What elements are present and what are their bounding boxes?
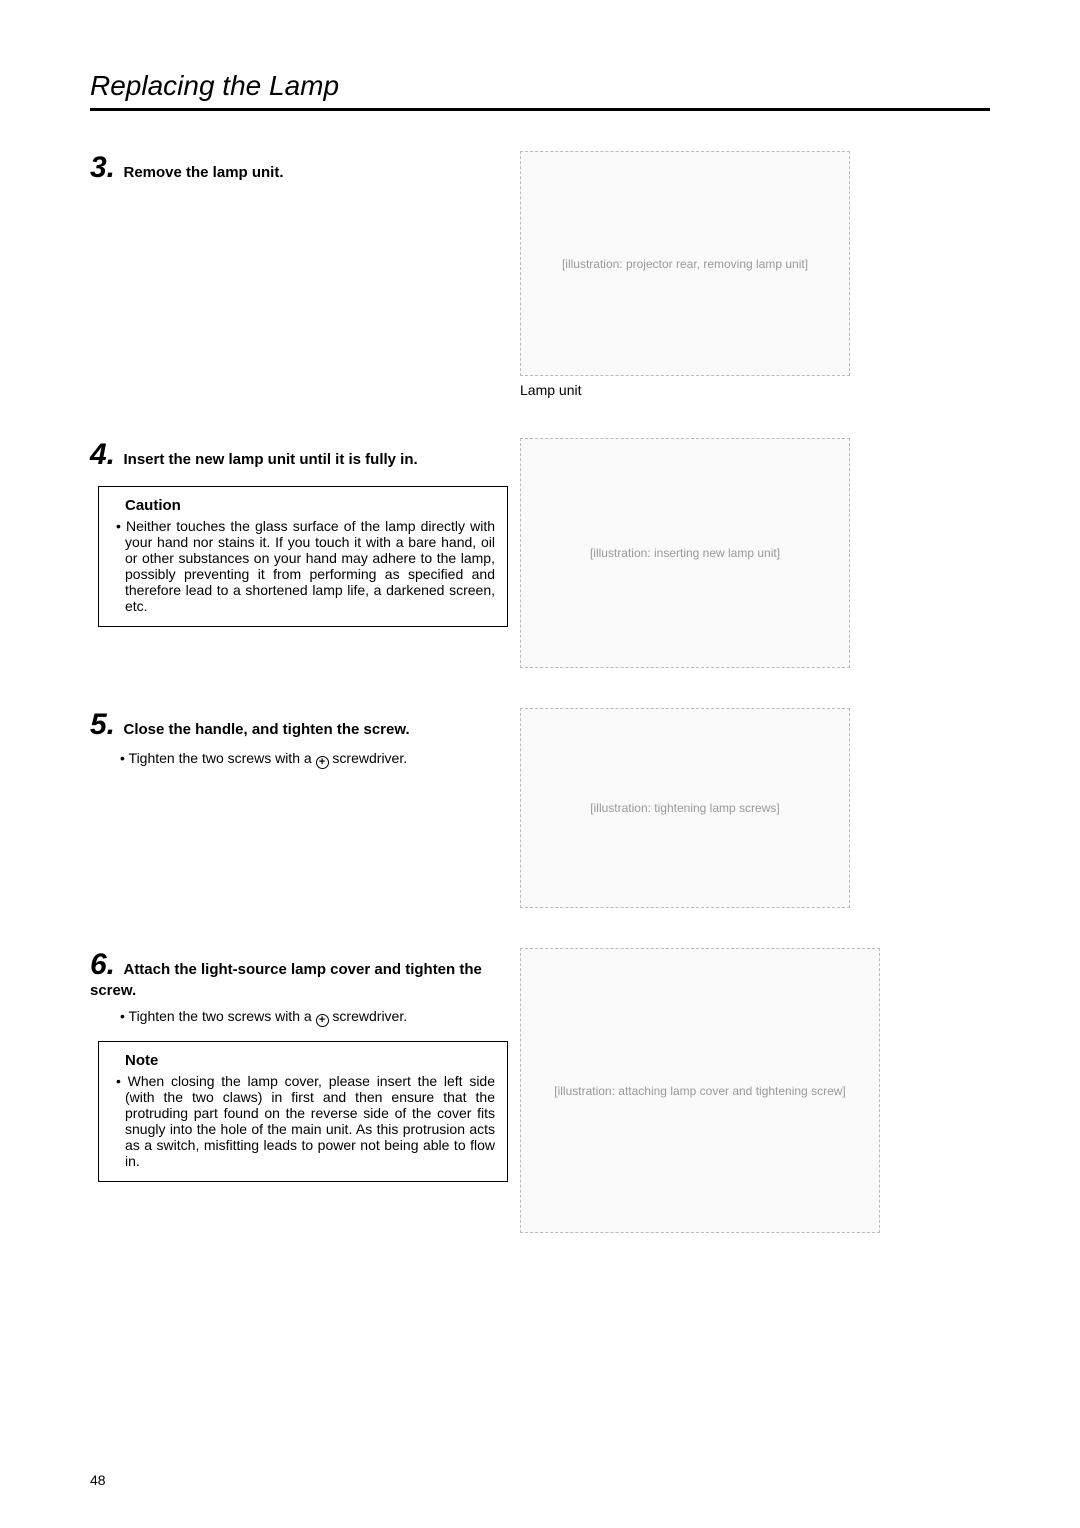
step-6-title: Attach the light-source lamp cover and t… bbox=[90, 961, 482, 999]
step-5: 5. Close the handle, and tighten the scr… bbox=[90, 708, 990, 908]
step-5-sub-suffix: screwdriver. bbox=[329, 750, 408, 766]
step-6-number: 6. bbox=[90, 948, 115, 982]
phillips-icon: + bbox=[316, 1014, 329, 1027]
step-6-subtext: • Tighten the two screws with a + screwd… bbox=[120, 1008, 490, 1027]
step-5-illustration: [illustration: tightening lamp screws] bbox=[520, 708, 850, 908]
step-5-subtext: • Tighten the two screws with a + screwd… bbox=[120, 750, 490, 769]
step-5-number: 5. bbox=[90, 708, 115, 742]
caution-box: Caution • Neither touches the glass surf… bbox=[98, 486, 508, 627]
step-6-sub-suffix: screwdriver. bbox=[329, 1008, 408, 1024]
step-3-title: Remove the lamp unit. bbox=[123, 164, 283, 181]
step-5-title: Close the handle, and tighten the screw. bbox=[123, 721, 409, 738]
step-3-caption: Lamp unit bbox=[520, 382, 581, 398]
step-5-sub-prefix: • Tighten the two screws with a bbox=[120, 750, 316, 766]
step-3-illustration: [illustration: projector rear, removing … bbox=[520, 151, 850, 376]
page-title: Replacing the Lamp bbox=[90, 70, 990, 111]
step-3: 3. Remove the lamp unit. [illustration: … bbox=[90, 151, 990, 398]
note-heading: Note bbox=[125, 1052, 495, 1069]
step-4: 4. Insert the new lamp unit until it is … bbox=[90, 438, 990, 668]
note-box: Note • When closing the lamp cover, plea… bbox=[98, 1041, 508, 1182]
step-4-title: Insert the new lamp unit until it is ful… bbox=[123, 451, 417, 468]
phillips-icon: + bbox=[316, 756, 329, 769]
step-6-illustration: [illustration: attaching lamp cover and … bbox=[520, 948, 880, 1233]
caution-heading: Caution bbox=[125, 497, 495, 514]
caution-body: • Neither touches the glass surface of t… bbox=[125, 518, 495, 614]
step-6: 6. Attach the light-source lamp cover an… bbox=[90, 948, 990, 1233]
step-4-number: 4. bbox=[90, 438, 115, 472]
page-number: 48 bbox=[90, 1472, 106, 1488]
step-3-number: 3. bbox=[90, 151, 115, 185]
step-4-illustration: [illustration: inserting new lamp unit] bbox=[520, 438, 850, 668]
note-body: • When closing the lamp cover, please in… bbox=[125, 1073, 495, 1169]
step-6-sub-prefix: • Tighten the two screws with a bbox=[120, 1008, 316, 1024]
